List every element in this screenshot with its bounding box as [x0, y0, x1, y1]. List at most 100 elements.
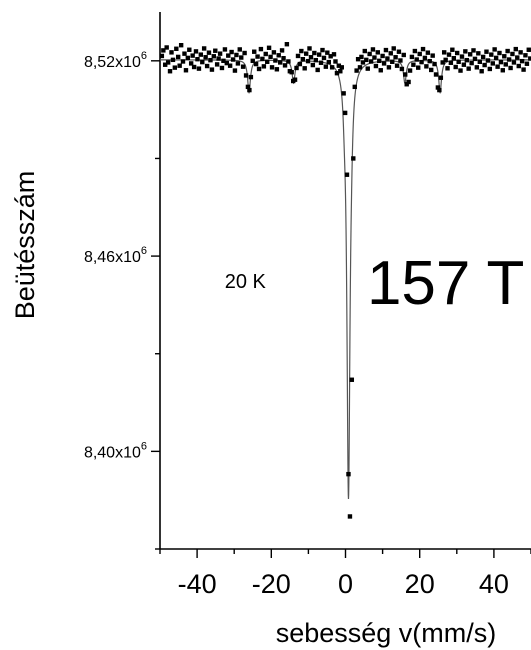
- data-point: [209, 67, 215, 72]
- data-point: [497, 50, 502, 56]
- data-point: [243, 73, 249, 78]
- data-point: [359, 54, 364, 60]
- data-point: [448, 60, 454, 65]
- data-point: [266, 45, 272, 50]
- data-point: [292, 77, 298, 82]
- data-point: [450, 47, 455, 52]
- data-point: [213, 48, 218, 53]
- data-point: [479, 69, 484, 74]
- data-point: [464, 57, 470, 63]
- data-point: [388, 51, 393, 56]
- data-point: [440, 60, 445, 65]
- data-point: [453, 64, 458, 70]
- data-point: [195, 56, 200, 62]
- data-point: [323, 64, 329, 69]
- data-point: [471, 48, 476, 53]
- data-point: [401, 52, 406, 58]
- data-point: [180, 59, 186, 64]
- data-point: [480, 54, 486, 60]
- data-point: [200, 59, 205, 65]
- data-point: [248, 74, 254, 80]
- data-point: [347, 514, 353, 519]
- data-point: [463, 49, 468, 54]
- data-point: [269, 65, 275, 70]
- data-point: [211, 54, 216, 59]
- data-point: [437, 87, 442, 93]
- data-point: [422, 55, 428, 61]
- data-point: [346, 471, 351, 477]
- data-point: [161, 48, 166, 53]
- data-point: [441, 50, 447, 55]
- data-point: [417, 51, 422, 57]
- data-point: [352, 84, 357, 90]
- data-point: [253, 61, 259, 67]
- y-tick-label: 8,46x106: [84, 245, 147, 266]
- data-point: [360, 60, 366, 65]
- data-point: [482, 62, 487, 68]
- data-point: [493, 55, 499, 61]
- x-tick-label: 20: [405, 569, 435, 599]
- data-point: [162, 62, 168, 67]
- data-point: [469, 60, 474, 66]
- data-point: [502, 54, 507, 59]
- data-point: [230, 57, 236, 62]
- data-point: [273, 58, 278, 63]
- data-point: [516, 63, 521, 69]
- data-point: [305, 58, 311, 64]
- x-axis-ticks: -40 -20 0 20 40: [159, 549, 531, 599]
- data-point: [201, 46, 207, 51]
- y-tick-label: 8,40x106: [84, 440, 147, 461]
- data-point: [381, 61, 387, 66]
- data-point: [328, 54, 333, 59]
- data-point: [399, 66, 405, 72]
- data-point: [393, 55, 398, 60]
- data-point: [394, 63, 400, 68]
- data-point: [523, 53, 528, 58]
- data-point: [476, 51, 481, 56]
- data-point: [398, 58, 403, 63]
- x-tick-label: 40: [479, 569, 509, 599]
- data-point: [524, 61, 530, 66]
- data-point: [355, 56, 361, 62]
- data-point: [485, 58, 491, 63]
- data-point: [331, 52, 337, 57]
- data-point: [208, 57, 213, 63]
- data-point: [416, 65, 421, 70]
- x-tick-label: -20: [252, 569, 291, 599]
- data-point: [245, 84, 251, 90]
- data-point: [484, 49, 489, 54]
- data-point: [506, 57, 512, 62]
- data-point: [217, 51, 223, 56]
- data-point: [419, 59, 424, 65]
- data-point: [250, 58, 255, 64]
- data-point: [172, 65, 178, 70]
- data-point: [339, 65, 344, 70]
- data-point: [318, 60, 324, 65]
- data-point: [300, 56, 306, 62]
- data-point: [271, 50, 277, 55]
- data-point: [490, 61, 495, 66]
- data-point: [396, 49, 402, 54]
- data-point: [432, 61, 437, 67]
- x-tick-label: -40: [178, 569, 217, 599]
- data-point: [336, 63, 342, 68]
- data-point: [362, 48, 367, 54]
- data-point: [515, 55, 520, 60]
- data-point: [242, 50, 247, 56]
- data-point: [303, 51, 309, 56]
- data-point: [281, 56, 286, 61]
- data-point: [454, 50, 460, 56]
- data-points-group: [159, 42, 531, 519]
- data-point: [430, 53, 435, 58]
- data-point: [263, 51, 268, 57]
- data-point: [458, 68, 463, 73]
- data-point: [385, 56, 390, 61]
- data-point: [170, 57, 176, 63]
- data-point: [226, 53, 231, 58]
- data-point: [175, 54, 181, 60]
- field-annotation: 157 T: [367, 249, 524, 318]
- data-point: [412, 48, 418, 54]
- temperature-annotation: 20 K: [225, 271, 267, 293]
- y-tick-label: 8,52x106: [84, 50, 147, 71]
- data-point: [521, 67, 526, 72]
